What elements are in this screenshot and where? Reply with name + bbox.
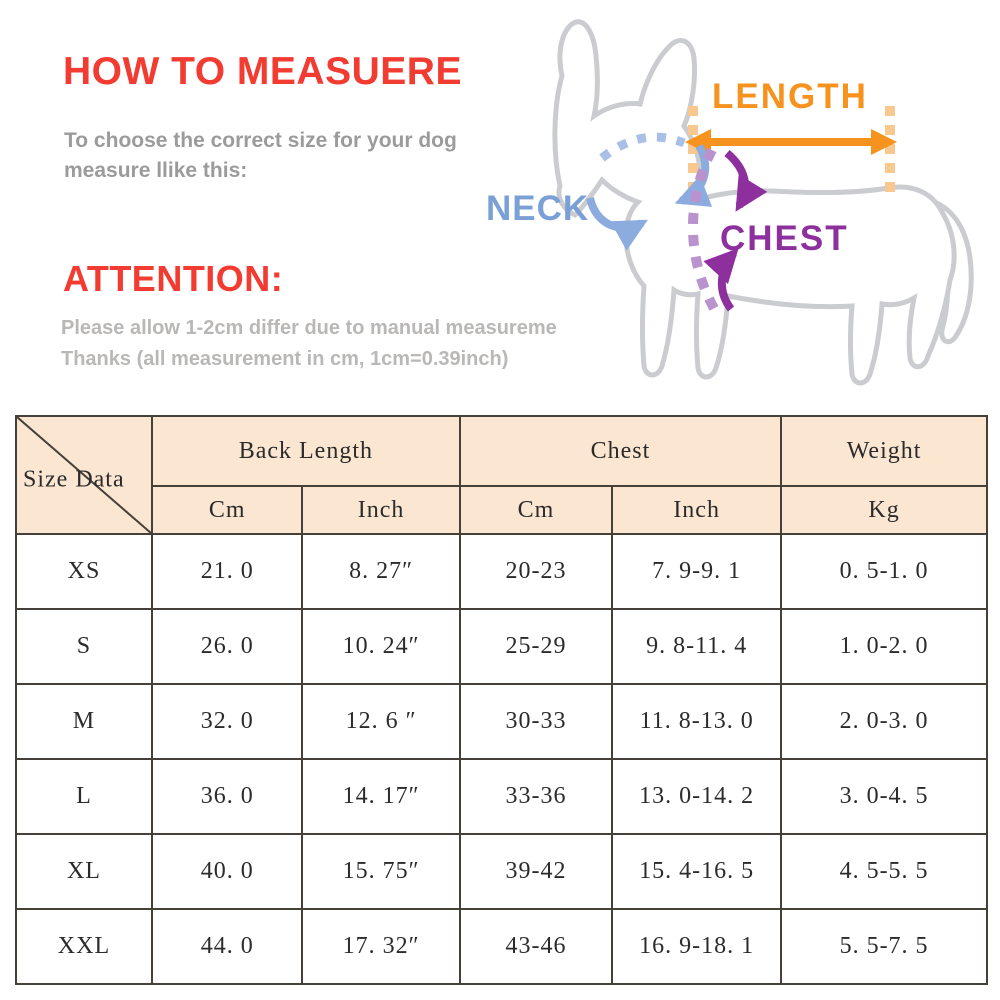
table-row-xs: XS 21. 0 8. 27″ 20-23 7. 9-9. 1 0. 5-1. … <box>15 533 988 610</box>
chest-inch-cell: 13. 0-14. 2 <box>611 758 783 835</box>
group-header-weight: Weight <box>780 415 988 487</box>
measure-subtitle: To choose the correct size for your dog … <box>64 129 457 183</box>
size-table: Size Data Back Length Chest Weight Cm In… <box>15 415 988 985</box>
page-title: HOW TO MEASUERE <box>63 50 462 93</box>
back-inch-cell: 15. 75″ <box>301 833 461 910</box>
length-label: LENGTH <box>712 77 868 116</box>
weight-kg-cell: 2. 0-3. 0 <box>780 683 988 760</box>
subheader-weight-kg: Kg <box>780 485 988 535</box>
back-cm-cell: 32. 0 <box>150 683 304 760</box>
neck-dotted-line <box>599 132 686 162</box>
attention-note-line1: Please allow 1-2cm differ due to manual … <box>61 317 557 339</box>
subheader-chest-cm: Cm <box>458 485 614 535</box>
subheader-chest-inch: Inch <box>611 485 783 535</box>
group-header-chest: Chest <box>458 415 783 487</box>
chest-arrow-bottom <box>703 248 739 312</box>
back-cm-cell: 40. 0 <box>150 833 304 910</box>
back-inch-cell: 10. 24″ <box>301 608 461 685</box>
back-cm-cell: 44. 0 <box>150 908 304 985</box>
chest-cm-cell: 20-23 <box>458 533 614 610</box>
dog-diagram-svg: LENGTH NECK CHEST <box>486 19 974 386</box>
corner-label: Size Data <box>23 466 125 493</box>
size-cell: L <box>15 758 153 835</box>
chest-inch-cell: 11. 8-13. 0 <box>611 683 783 760</box>
table-row-xl: XL 40. 0 15. 75″ 39-42 15. 4-16. 5 4. 5-… <box>15 833 988 910</box>
attention-title: ATTENTION: <box>63 258 284 299</box>
dog-measure-diagram: LENGTH NECK CHEST <box>480 0 1000 410</box>
weight-kg-cell: 0. 5-1. 0 <box>780 533 988 610</box>
table-row-l: L 36. 0 14. 17″ 33-36 13. 0-14. 2 3. 0-4… <box>15 758 988 835</box>
table-row-xxl: XXL 44. 0 17. 32″ 43-46 16. 9-18. 1 5. 5… <box>15 908 988 985</box>
chest-cm-cell: 30-33 <box>458 683 614 760</box>
size-cell: S <box>15 608 153 685</box>
subheader-back-cm: Cm <box>150 485 304 535</box>
corner-header-cell: Size Data <box>15 415 153 535</box>
back-inch-cell: 8. 27″ <box>301 533 461 610</box>
chest-cm-cell: 39-42 <box>458 833 614 910</box>
chest-inch-cell: 9. 8-11. 4 <box>611 608 783 685</box>
size-cell: M <box>15 683 153 760</box>
back-inch-cell: 17. 32″ <box>301 908 461 985</box>
attention-note-line2: Thanks (all measurement in cm, 1cm=0.39i… <box>61 348 509 370</box>
dog-outline <box>552 19 957 386</box>
back-cm-cell: 36. 0 <box>150 758 304 835</box>
corner-diagonal-line <box>17 417 151 533</box>
weight-kg-cell: 5. 5-7. 5 <box>780 908 988 985</box>
neck-label: NECK <box>486 189 589 228</box>
weight-kg-cell: 1. 0-2. 0 <box>780 608 988 685</box>
table-row-s: S 26. 0 10. 24″ 25-29 9. 8-11. 4 1. 0-2.… <box>15 608 988 685</box>
chest-inch-cell: 15. 4-16. 5 <box>611 833 783 910</box>
neck-arrow-lower <box>586 196 648 251</box>
back-inch-cell: 14. 17″ <box>301 758 461 835</box>
subheader-back-inch: Inch <box>301 485 461 535</box>
size-cell: XS <box>15 533 153 610</box>
length-arrow <box>685 129 897 155</box>
group-header-back-length: Back Length <box>150 415 461 487</box>
chest-cm-cell: 25-29 <box>458 608 614 685</box>
chest-arrow-top <box>724 149 768 212</box>
chest-inch-cell: 16. 9-18. 1 <box>611 908 783 985</box>
back-cm-cell: 21. 0 <box>150 533 304 610</box>
chest-inch-cell: 7. 9-9. 1 <box>611 533 783 610</box>
size-cell: XL <box>15 833 153 910</box>
chest-cm-cell: 43-46 <box>458 908 614 985</box>
attention-note: Please allow 1-2cm differ due to manual … <box>61 313 591 375</box>
back-inch-cell: 12. 6 ″ <box>301 683 461 760</box>
chest-label: CHEST <box>720 219 849 258</box>
back-cm-cell: 26. 0 <box>150 608 304 685</box>
chest-cm-cell: 33-36 <box>458 758 614 835</box>
size-cell: XXL <box>15 908 153 985</box>
weight-kg-cell: 4. 5-5. 5 <box>780 833 988 910</box>
table-row-m: M 32. 0 12. 6 ″ 30-33 11. 8-13. 0 2. 0-3… <box>15 683 988 760</box>
weight-kg-cell: 3. 0-4. 5 <box>780 758 988 835</box>
